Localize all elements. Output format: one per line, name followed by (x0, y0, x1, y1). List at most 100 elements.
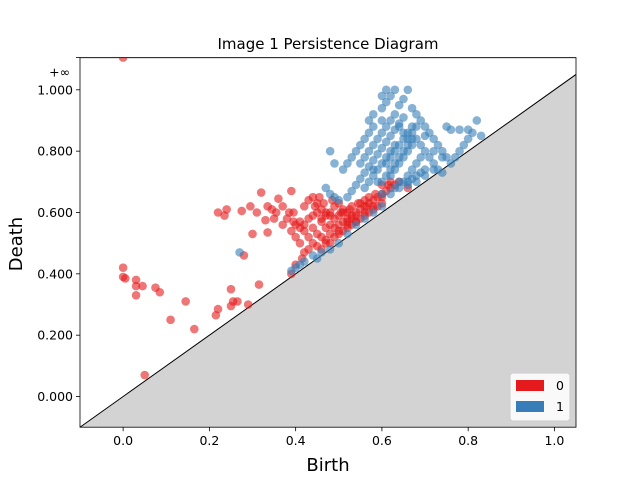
point-series-0-132 (278, 202, 288, 211)
legend: 0 1 (509, 372, 571, 422)
point-series-1-123 (364, 177, 374, 187)
point-series-1-119 (399, 146, 408, 156)
point-series-0-139 (336, 208, 346, 217)
y-axis-title: Death (6, 217, 27, 271)
x-tick-label-4: 0.8 (458, 433, 478, 448)
point-series-1-53 (463, 134, 473, 144)
point-series-0-144 (384, 180, 393, 190)
point-series-1-22 (356, 174, 365, 184)
point-series-1-116 (386, 165, 395, 174)
point-series-1-131 (403, 128, 413, 138)
point-series-1-136 (403, 177, 413, 187)
point-series-1-146 (343, 159, 352, 168)
point-series-1-86 (364, 146, 374, 156)
y-tick-label-3: 0.600 (37, 205, 73, 220)
point-series-1-142 (364, 128, 374, 138)
point-series-1-50 (450, 152, 460, 162)
point-series-1-145 (347, 152, 357, 162)
point-series-0-119 (334, 226, 344, 236)
point-series-1-36 (390, 85, 400, 95)
point-series-1-10 (343, 229, 352, 239)
point-series-0-126 (304, 232, 313, 242)
point-series-1-105 (438, 152, 447, 162)
point-series-1-144 (351, 146, 361, 156)
point-series-1-127 (386, 152, 395, 162)
point-series-1-34 (399, 94, 408, 104)
point-series-1-38 (377, 103, 387, 113)
point-series-1-97 (390, 110, 400, 119)
point-series-1-140 (356, 140, 365, 150)
point-series-1-63 (420, 146, 430, 156)
point-series-0-9 (131, 291, 141, 300)
point-series-1-18 (334, 195, 344, 205)
point-series-0-32 (248, 229, 257, 239)
x-axis: 0.0 0.2 0.4 0.6 0.8 1.0 (113, 427, 564, 448)
point-series-0-130 (289, 217, 298, 226)
point-series-0-35 (261, 215, 270, 225)
point-series-1-147 (338, 165, 348, 174)
point-series-1-33 (394, 100, 404, 110)
point-series-0-38 (287, 226, 296, 236)
point-series-1-138 (420, 171, 430, 180)
point-series-1-98 (394, 122, 404, 131)
point-series-1-78 (368, 171, 378, 180)
point-series-1-6 (312, 254, 322, 263)
point-series-1-62 (416, 140, 426, 150)
legend-swatch-1 (516, 401, 544, 412)
point-series-1-49 (446, 159, 456, 168)
point-series-0-41 (295, 238, 305, 248)
point-series-0-33 (263, 228, 272, 237)
point-series-1-25 (368, 156, 378, 165)
point-series-1-126 (381, 159, 391, 168)
point-series-1-69 (407, 165, 417, 174)
point-series-1-115 (381, 171, 391, 180)
x-tick-label-2: 0.4 (286, 433, 306, 448)
point-series-0-17 (233, 297, 242, 306)
point-series-1-134 (386, 189, 395, 199)
point-series-0-143 (371, 189, 380, 199)
point-series-1-124 (373, 177, 382, 187)
point-series-1-40 (407, 103, 417, 113)
point-series-1-90 (325, 146, 335, 156)
x-tick-label-1: 0.2 (199, 433, 219, 448)
point-series-0-125 (308, 238, 318, 248)
point-series-0-120 (343, 217, 352, 226)
point-series-1-15 (321, 183, 331, 193)
point-series-0-123 (368, 202, 378, 211)
point-series-0-111 (364, 192, 374, 202)
point-series-1-122 (360, 183, 369, 193)
x-tick-label-5: 1.0 (544, 433, 564, 448)
point-series-1-91 (330, 159, 339, 168)
point-series-0-134 (267, 205, 277, 214)
x-tick-label-3: 0.6 (372, 433, 392, 448)
point-series-1-20 (347, 186, 357, 196)
point-series-0-85 (308, 223, 318, 233)
point-series-1-0 (235, 248, 244, 257)
point-series-0-20 (254, 280, 264, 289)
point-series-1-14 (377, 202, 387, 211)
point-series-0-135 (310, 202, 320, 211)
point-series-1-141 (360, 134, 369, 144)
point-series-1-51 (455, 146, 464, 156)
point-series-0-0 (118, 57, 128, 62)
point-series-1-9 (334, 238, 344, 248)
point-series-1-55 (472, 116, 482, 125)
points-layer (118, 57, 486, 380)
point-series-1-19 (343, 192, 352, 202)
y-tick-label-0: 0.000 (37, 389, 73, 404)
point-series-0-131 (284, 208, 294, 217)
point-series-1-45 (429, 134, 438, 144)
point-series-1-28 (381, 137, 391, 147)
point-series-1-26 (373, 149, 382, 159)
point-series-1-113 (420, 165, 430, 174)
point-series-1-88 (373, 134, 382, 144)
point-series-0-136 (315, 192, 324, 202)
point-series-1-60 (463, 125, 473, 134)
point-series-0-140 (345, 205, 354, 214)
point-series-0-4 (131, 275, 141, 285)
point-series-1-52 (459, 140, 469, 150)
point-series-0-145 (140, 370, 149, 380)
point-series-0-26 (246, 202, 255, 211)
point-series-1-37 (381, 97, 391, 107)
point-series-1-104 (429, 146, 438, 156)
